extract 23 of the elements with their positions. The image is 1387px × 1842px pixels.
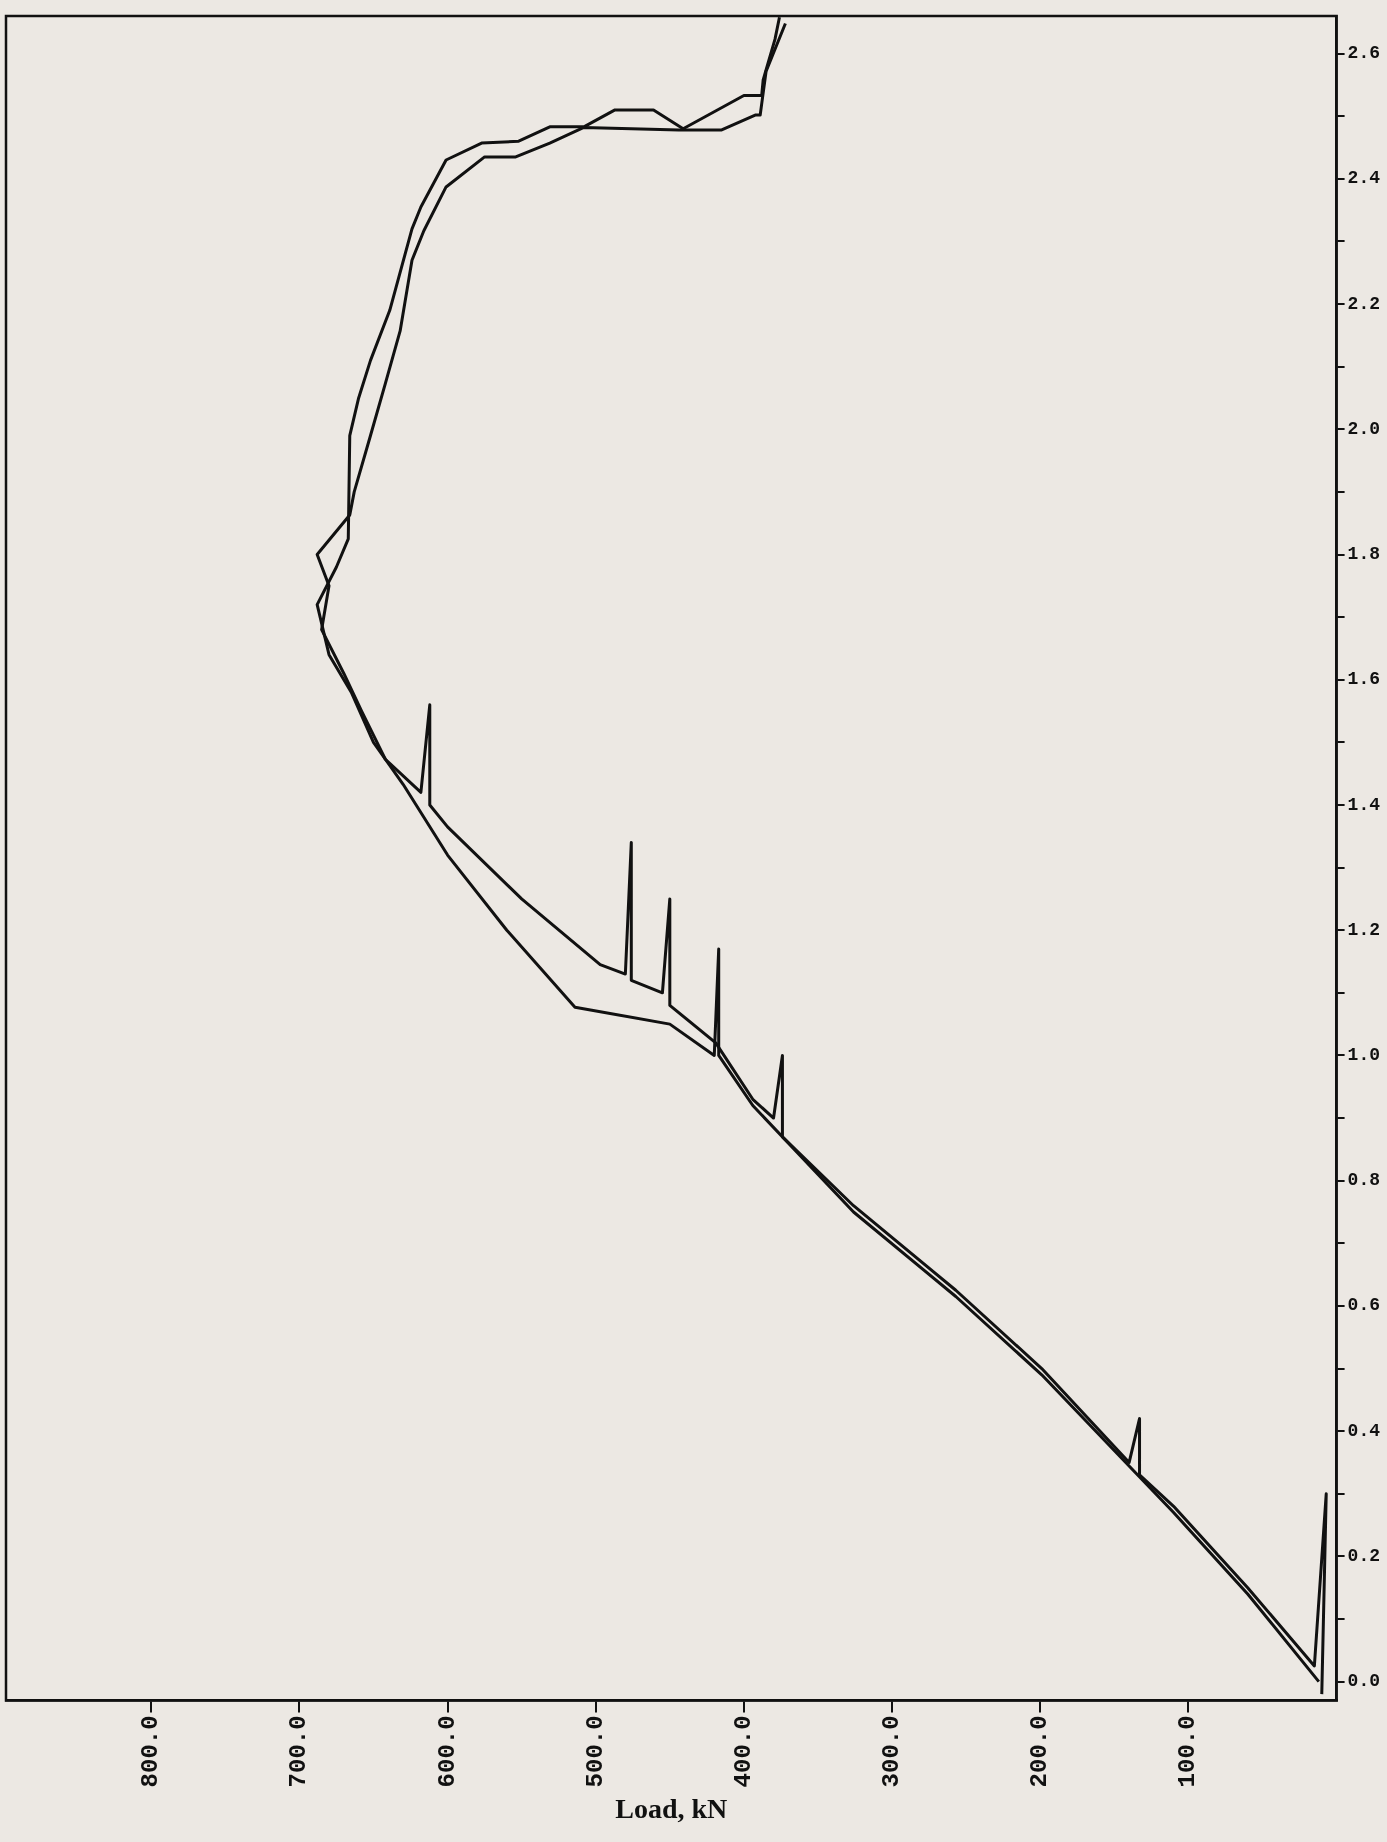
x-tick-label: 400.0 [729, 1715, 757, 1788]
y-tick-label: 0.0 [1347, 1671, 1380, 1692]
x-axis-title: Load, kN [615, 1793, 728, 1825]
y-tick-label: 2.4 [1347, 168, 1381, 189]
y-tick-label: 1.4 [1347, 794, 1381, 815]
x-tick-label: 700.0 [285, 1715, 313, 1788]
y-tick-label: 1.0 [1347, 1044, 1380, 1065]
y-tick-label: 1.8 [1347, 544, 1380, 565]
x-tick-label: 600.0 [433, 1715, 461, 1788]
y-tick-label: 0.4 [1347, 1420, 1381, 1441]
y-tick-label: 0.8 [1347, 1170, 1380, 1191]
x-tick-label: 800.0 [137, 1715, 165, 1788]
y-tick-label: 2.6 [1347, 43, 1380, 64]
y-tick-label: 0.2 [1347, 1545, 1380, 1566]
x-tick-label: 500.0 [581, 1715, 609, 1788]
y-tick-label: 2.0 [1347, 418, 1380, 439]
y-tick-label: 2.2 [1347, 293, 1380, 314]
x-tick-label: 200.0 [1026, 1715, 1054, 1788]
y-tick-label: 0.6 [1347, 1295, 1380, 1316]
x-tick-label: 100.0 [1174, 1715, 1202, 1788]
y-tick-label: 1.2 [1347, 919, 1380, 940]
y-tick-label: 1.6 [1347, 669, 1380, 690]
x-tick-label: 300.0 [878, 1715, 906, 1788]
